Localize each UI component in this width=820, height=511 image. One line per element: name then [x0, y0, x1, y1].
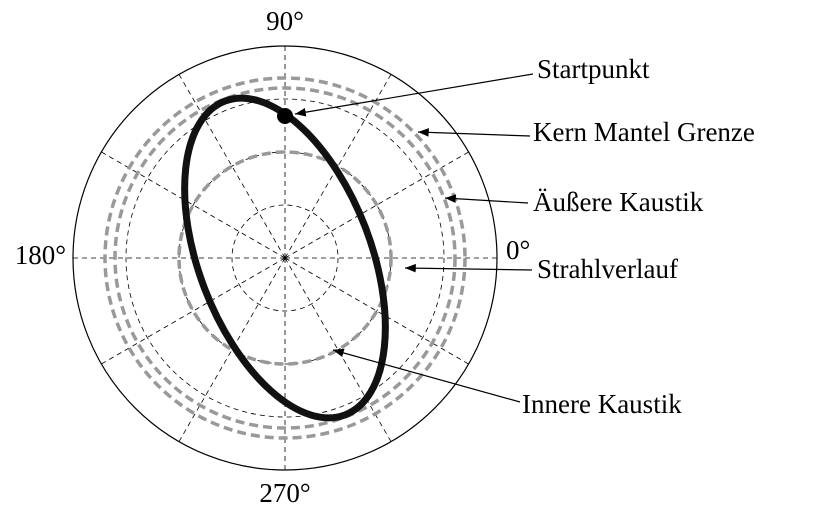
arrow	[332, 348, 521, 403]
arrow	[444, 194, 529, 204]
annotation: Strahlverlauf	[537, 254, 678, 284]
annotation: Startpunkt	[537, 54, 650, 84]
inner-caustic	[177, 150, 393, 366]
angle-label: 0°	[506, 235, 530, 265]
arrow	[404, 263, 533, 273]
outer-caustic	[113, 86, 457, 430]
angle-label: 180°	[15, 240, 66, 270]
grid-spoke	[101, 257, 286, 365]
start-point	[277, 108, 293, 124]
annotation: Kern Mantel Grenze	[533, 117, 755, 147]
annotation: Innere Kaustik	[522, 389, 682, 419]
arrow	[294, 73, 534, 117]
core-mantle-boundary	[103, 76, 467, 440]
angle-label: 270°	[259, 478, 310, 508]
grid-circle	[231, 204, 339, 312]
angle-label: 90°	[266, 6, 304, 36]
arrow	[417, 128, 531, 137]
arrows	[294, 73, 534, 403]
outer-circle	[72, 45, 498, 471]
grid-circle	[125, 98, 445, 418]
ray-path	[181, 94, 389, 422]
annotation: Äußere Kaustik	[533, 187, 704, 217]
